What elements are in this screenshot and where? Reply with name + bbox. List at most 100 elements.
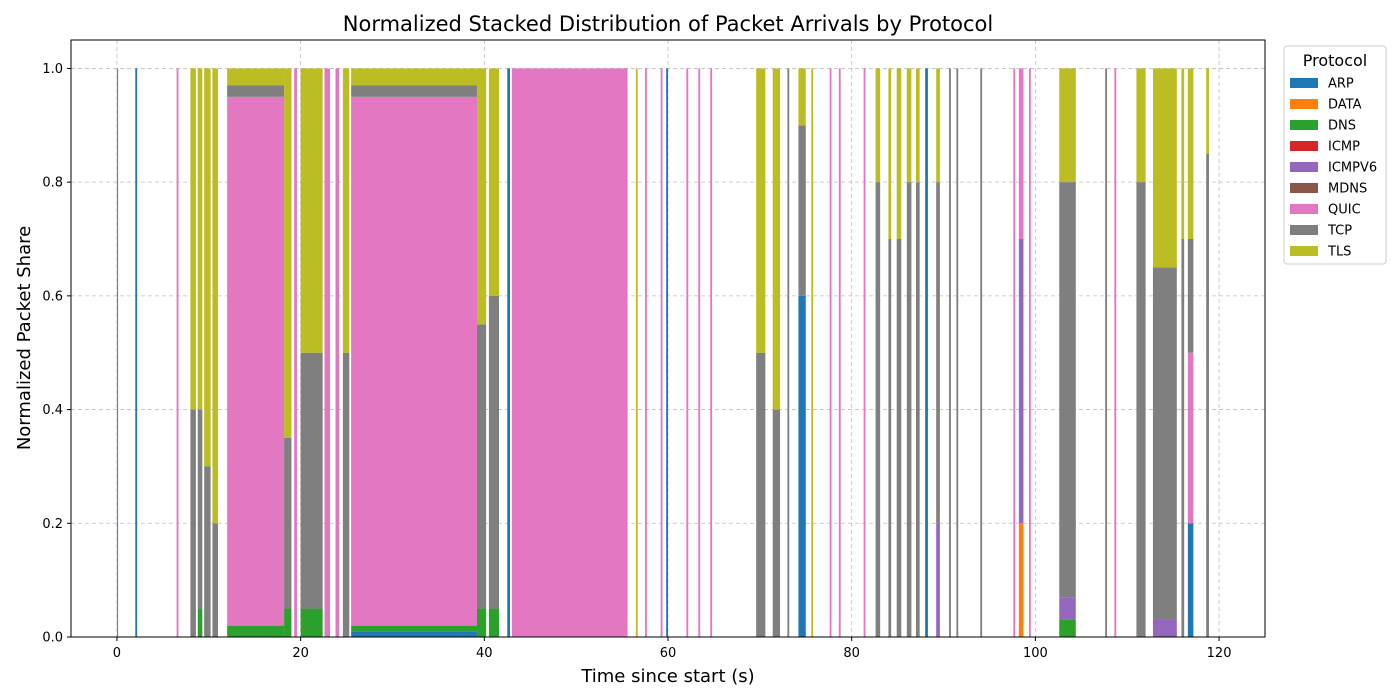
x-tick-label: 20	[292, 646, 309, 661]
area-segment-quic	[1028, 68, 1031, 637]
legend-label-icmp: ICMP	[1328, 140, 1360, 155]
area-segment-icmpv6	[936, 523, 940, 637]
area-segment-arp	[507, 68, 511, 637]
area-segment-tcp	[906, 182, 912, 637]
legend: Protocol ARP DATA DNS ICMP ICMPV6 MDNS QUIC TCP…	[1283, 45, 1387, 265]
area-segment-quic	[645, 68, 647, 637]
area-segment-tcp	[980, 68, 983, 637]
area-segment-tcp	[875, 182, 881, 637]
legend-swatch-icmpv6	[1290, 162, 1318, 172]
area-segment-tcp	[1105, 68, 1108, 637]
area-segment-tls	[197, 68, 203, 410]
area-segment-tcp	[1136, 182, 1146, 637]
area-segment-tls	[756, 68, 766, 353]
x-tick-label: 100	[1023, 646, 1048, 661]
area-segment-tls	[798, 68, 806, 126]
area-segment-quic	[294, 68, 297, 637]
legend-swatch-icmp	[1290, 141, 1318, 151]
area-segment-quic	[710, 68, 713, 637]
area-segment-quic	[698, 68, 701, 637]
area-segment-tls	[811, 68, 814, 637]
area-segment-tls	[212, 68, 218, 524]
area-segment-tls	[190, 68, 196, 410]
area-segment-icmpv6	[116, 68, 119, 637]
area-segment-tcp	[888, 239, 892, 637]
x-tick-label: 80	[843, 646, 860, 661]
y-tick-label: 0.2	[42, 517, 63, 532]
area-segment-tcp	[772, 409, 781, 637]
area-segment-tcp	[1187, 239, 1194, 353]
area-segment-arp	[135, 68, 138, 637]
area-segment-tls	[1206, 68, 1209, 154]
area-segment-tcp	[936, 182, 940, 524]
area-segment-tls	[1136, 68, 1146, 183]
y-tick-label: 0.0	[42, 631, 63, 646]
y-tick-label: 0.4	[42, 403, 63, 418]
x-axis-title: Time since start (s)	[580, 666, 754, 687]
area-segment-icmpv6	[1018, 239, 1024, 524]
area-segment-tcp	[476, 324, 487, 609]
area-segment-tls	[342, 68, 350, 353]
legend-label-tcp: TCP	[1327, 224, 1352, 239]
x-tick-label: 40	[476, 646, 493, 661]
area-segment-tcp	[197, 409, 203, 609]
area-segment-tls	[284, 68, 292, 438]
area-segment-quic	[686, 68, 689, 637]
area-segment-tcp	[342, 352, 350, 637]
area-segment-tcp	[1059, 182, 1076, 598]
area-segment-dns	[284, 608, 292, 637]
area-segment-quic	[660, 68, 663, 637]
x-tick-label: 120	[1207, 646, 1232, 661]
area-segment-tls	[772, 68, 781, 410]
area-segment-tcp	[1206, 153, 1209, 637]
area-segment-tls	[476, 68, 487, 325]
y-tick-label: 0.8	[42, 176, 63, 191]
area-segment-quic	[1114, 68, 1117, 637]
area-segment-tls	[300, 68, 323, 353]
legend-label-arp: ARP	[1328, 77, 1354, 92]
area-segment-quic	[511, 68, 628, 637]
area-segment-tls	[1181, 68, 1185, 239]
area-segment-tcp	[949, 68, 951, 637]
area-segment-tls	[488, 68, 500, 296]
legend-label-data: DATA	[1328, 98, 1362, 113]
area-segment-tcp	[1152, 267, 1177, 620]
area-segment-quic	[351, 96, 477, 626]
area-segment-tls	[936, 68, 940, 183]
area-segment-arp	[925, 68, 928, 637]
area-segment-tls	[888, 68, 892, 239]
area-segment-tls	[875, 68, 881, 183]
axes: 0 20 40 60 80 100 120 0.0 0.2 0.4 0.6 0.8 1.0	[42, 62, 1231, 661]
legend-title: Protocol	[1303, 51, 1367, 70]
y-axis-title: Normalized Packet Share	[14, 226, 35, 450]
area-segment-tls	[204, 68, 211, 467]
area-segment-arp	[666, 68, 668, 637]
area-segment-tcp	[798, 125, 806, 296]
area-segment-quic	[1018, 68, 1024, 239]
chart-title: Normalized Stacked Distribution of Packe…	[343, 12, 993, 36]
legend-swatch-arp	[1290, 78, 1318, 88]
area-segment-tcp	[300, 352, 323, 609]
legend-label-quic: QUIC	[1328, 203, 1361, 218]
area-segment-dns	[476, 608, 487, 637]
area-segment-quic	[335, 68, 340, 637]
area-segment-quic	[227, 96, 285, 626]
area-segment-tcp	[956, 68, 959, 637]
area-segment-tcp	[1181, 239, 1185, 637]
area-segment-icmpv6	[1152, 619, 1177, 637]
area-segment-dns	[1059, 619, 1076, 637]
area-segment-dns	[351, 625, 477, 632]
legend-label-icmpv6: ICMPV6	[1328, 161, 1377, 176]
area-segment-tcp	[204, 466, 211, 637]
area-segment-tls	[351, 68, 477, 86]
area-segment-quic	[838, 68, 841, 637]
area-segment-tcp	[756, 352, 766, 637]
area-segment-arp	[1187, 523, 1194, 637]
area-segment-tcp	[212, 523, 218, 637]
area-segment-quic	[863, 68, 866, 637]
area-segment-quic	[324, 68, 331, 637]
area-segment-dns	[227, 625, 285, 637]
y-tick-label: 1.0	[42, 62, 63, 77]
area-segment-dns	[300, 608, 323, 637]
